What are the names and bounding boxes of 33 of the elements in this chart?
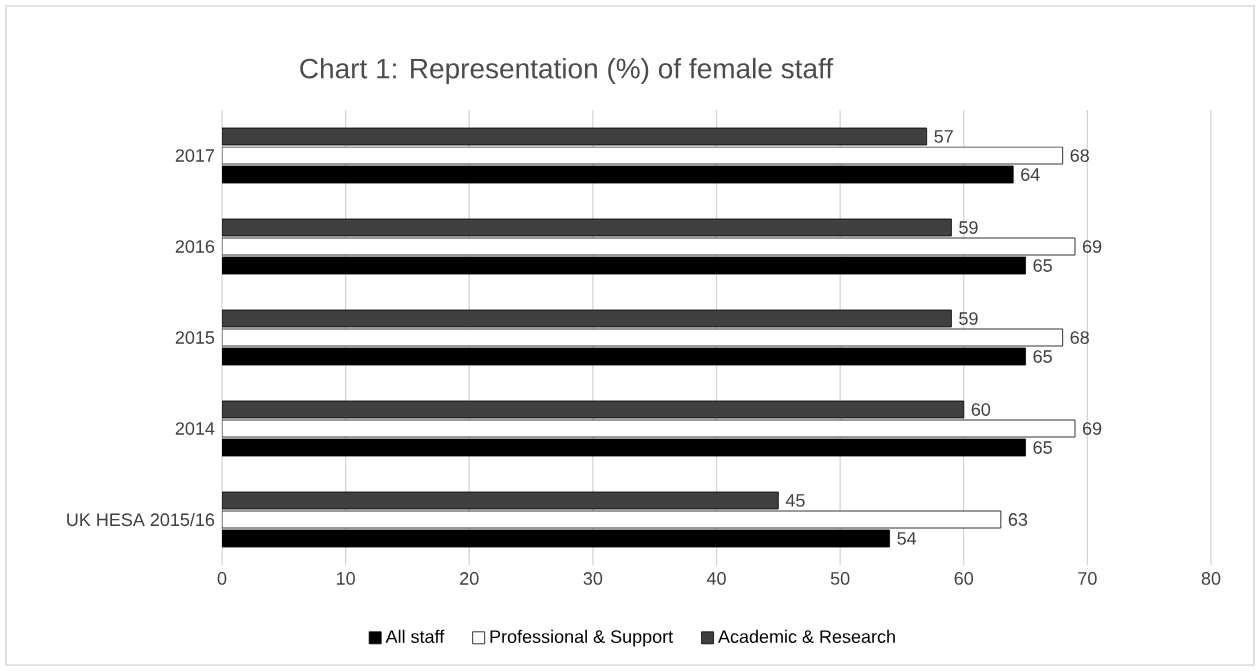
data-label: 59 bbox=[959, 221, 978, 234]
x-tick-label: 30 bbox=[583, 572, 603, 585]
x-tick-label: 70 bbox=[1078, 572, 1097, 585]
data-label: 65 bbox=[1033, 259, 1052, 272]
y-tick-label: 2017 bbox=[175, 149, 215, 162]
x-tick-label: 0 bbox=[217, 572, 227, 585]
data-label: 60 bbox=[971, 403, 991, 416]
data-label: 64 bbox=[1021, 168, 1040, 181]
chart-title: Chart 1: Representation (%) of female staff bbox=[300, 57, 834, 85]
data-label: 65 bbox=[1033, 350, 1052, 363]
data-label: 63 bbox=[1008, 513, 1028, 526]
data-label: 65 bbox=[1033, 441, 1052, 454]
data-label: 69 bbox=[1082, 240, 1102, 253]
x-tick-label: 10 bbox=[336, 572, 355, 585]
y-tick-label: 2015 bbox=[175, 331, 215, 344]
x-tick-label: 60 bbox=[954, 572, 974, 585]
y-tick-label: 2016 bbox=[175, 240, 215, 253]
data-label: 68 bbox=[1070, 331, 1089, 344]
x-tick-label: 40 bbox=[706, 572, 726, 585]
legend-label: Professional & Support bbox=[490, 629, 673, 647]
legend-label: All staff bbox=[385, 629, 445, 644]
data-label: 54 bbox=[897, 532, 917, 545]
x-tick-label: 50 bbox=[830, 572, 850, 585]
x-tick-label: 80 bbox=[1201, 572, 1221, 585]
y-tick-label: 2014 bbox=[175, 422, 215, 435]
data-label: 45 bbox=[785, 494, 805, 507]
data-label: 57 bbox=[934, 130, 953, 143]
data-label: 69 bbox=[1082, 422, 1102, 435]
data-label: 68 bbox=[1070, 149, 1089, 162]
data-label: 59 bbox=[959, 312, 978, 325]
y-tick-label: UK HESA 2015/16 bbox=[67, 512, 215, 527]
x-tick-label: 20 bbox=[460, 572, 479, 585]
legend-label: Academic & Research bbox=[718, 629, 895, 644]
